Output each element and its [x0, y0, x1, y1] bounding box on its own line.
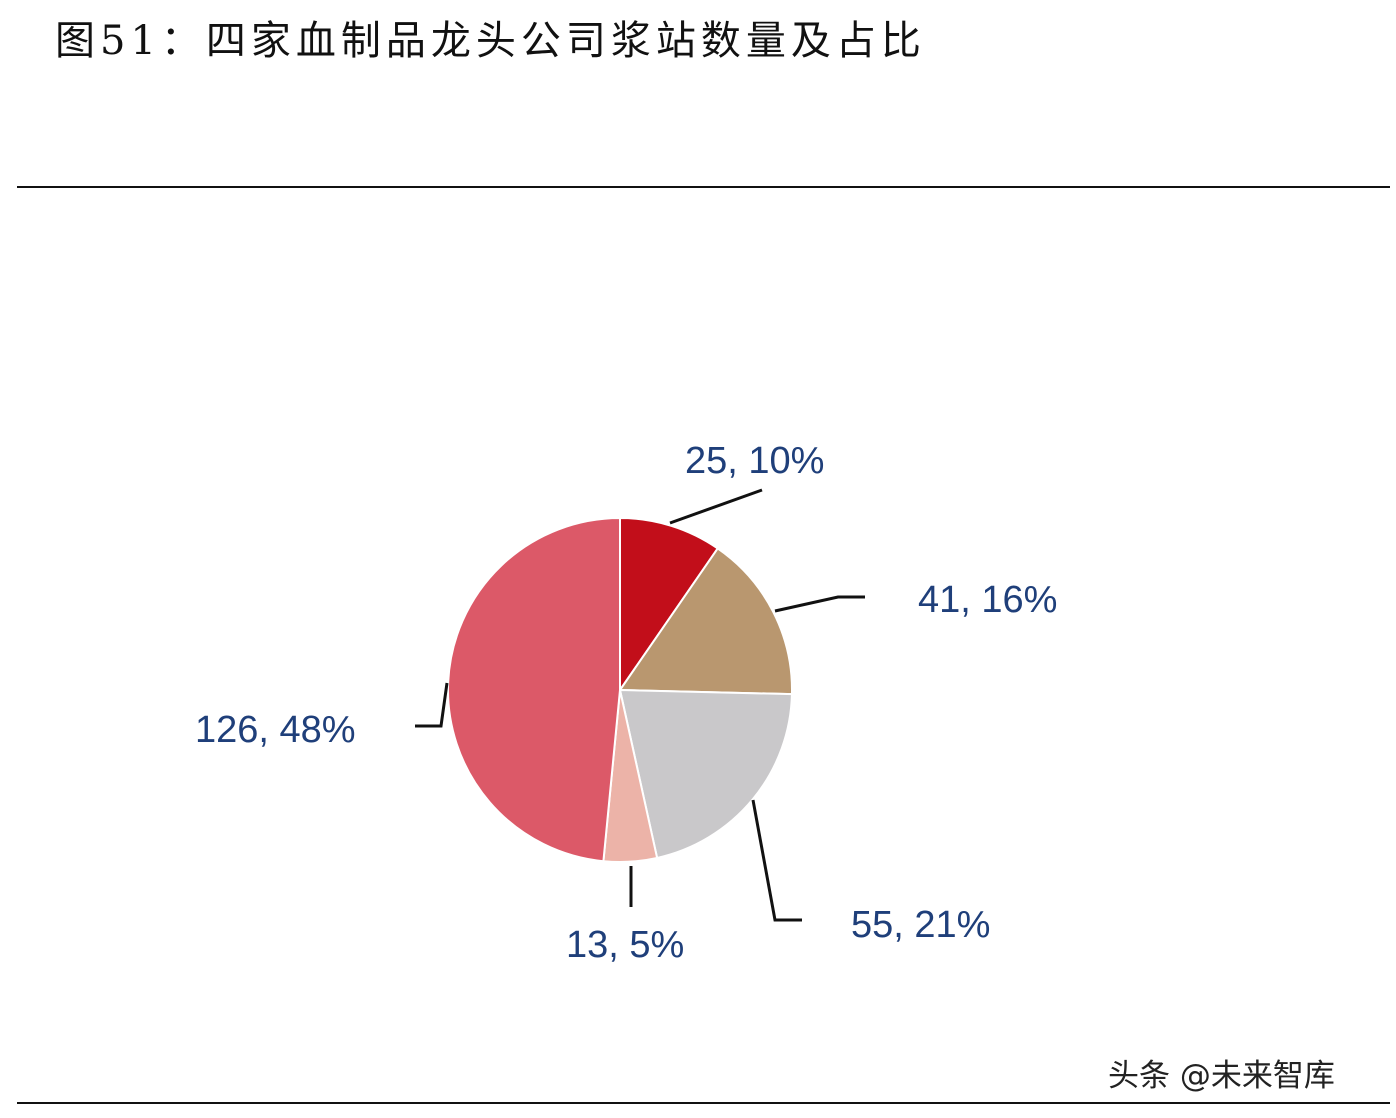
leader-line — [774, 595, 865, 613]
data-label: 13, 5% — [566, 924, 684, 966]
pie-slice — [619, 516, 720, 694]
data-label: 55, 21% — [851, 904, 990, 946]
top-divider — [17, 186, 1390, 188]
data-label: 25, 10% — [685, 440, 824, 482]
leader-line — [751, 799, 802, 922]
bottom-divider — [17, 1102, 1390, 1104]
pie-slice — [618, 547, 793, 696]
watermark: 头条 @未来智库 — [1108, 1058, 1335, 1094]
data-label: 126, 48% — [195, 709, 356, 751]
data-label: 41, 16% — [918, 579, 1057, 621]
leader-line — [415, 682, 449, 728]
pie-slice — [618, 688, 793, 860]
leader-line — [669, 488, 763, 525]
chart-title: 图51：四家血制品龙头公司浆站数量及占比 — [55, 18, 926, 64]
pie-slice — [447, 516, 621, 863]
